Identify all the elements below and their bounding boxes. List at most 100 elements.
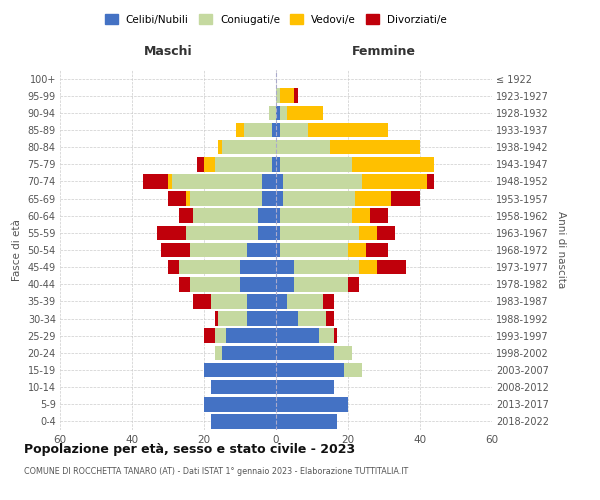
Bar <box>294 88 298 103</box>
Bar <box>215 157 272 172</box>
Bar <box>276 328 319 343</box>
Bar <box>262 174 276 188</box>
Bar <box>276 362 344 378</box>
Bar <box>276 88 280 103</box>
Bar <box>283 192 355 206</box>
Bar <box>269 106 276 120</box>
Bar <box>276 346 334 360</box>
Bar <box>362 174 427 188</box>
Bar <box>204 362 276 378</box>
Bar <box>276 312 298 326</box>
Bar <box>190 192 262 206</box>
Bar <box>276 242 280 258</box>
Bar <box>247 312 276 326</box>
Bar <box>276 294 287 308</box>
Bar <box>247 242 276 258</box>
Bar <box>348 277 359 291</box>
Bar <box>179 260 240 274</box>
Y-axis label: Fasce di età: Fasce di età <box>12 219 22 281</box>
Bar <box>280 88 294 103</box>
Bar <box>280 106 287 120</box>
Bar <box>272 157 276 172</box>
Bar <box>204 157 215 172</box>
Bar <box>334 346 352 360</box>
Bar <box>157 226 186 240</box>
Bar <box>193 294 211 308</box>
Text: Popolazione per età, sesso e stato civile - 2023: Popolazione per età, sesso e stato civil… <box>24 442 355 456</box>
Bar <box>258 226 276 240</box>
Bar <box>283 174 362 188</box>
Bar <box>276 174 283 188</box>
Bar <box>359 260 377 274</box>
Bar <box>276 397 348 411</box>
Bar <box>218 312 247 326</box>
Bar <box>352 157 434 172</box>
Bar <box>377 260 406 274</box>
Bar <box>366 242 388 258</box>
Bar <box>211 414 276 428</box>
Bar <box>280 122 308 138</box>
Bar <box>319 328 334 343</box>
Y-axis label: Anni di nascita: Anni di nascita <box>556 212 566 288</box>
Bar <box>276 106 280 120</box>
Bar <box>294 277 348 291</box>
Bar <box>294 260 359 274</box>
Bar <box>308 122 388 138</box>
Bar <box>168 174 172 188</box>
Bar <box>276 140 330 154</box>
Bar <box>272 122 276 138</box>
Bar <box>280 208 352 223</box>
Bar <box>276 260 294 274</box>
Bar <box>226 328 276 343</box>
Bar <box>204 397 276 411</box>
Text: Maschi: Maschi <box>143 45 193 58</box>
Bar <box>276 122 280 138</box>
Bar <box>190 242 247 258</box>
Bar <box>370 208 388 223</box>
Bar <box>262 192 276 206</box>
Bar <box>172 174 262 188</box>
Bar <box>276 226 280 240</box>
Bar <box>190 277 240 291</box>
Text: COMUNE DI ROCCHETTA TANARO (AT) - Dati ISTAT 1° gennaio 2023 - Elaborazione TUTT: COMUNE DI ROCCHETTA TANARO (AT) - Dati I… <box>24 468 408 476</box>
Bar <box>215 346 222 360</box>
Bar <box>330 140 420 154</box>
Bar <box>276 192 283 206</box>
Text: Femmine: Femmine <box>352 45 416 58</box>
Bar <box>193 208 258 223</box>
Bar <box>287 294 323 308</box>
Bar <box>287 106 323 120</box>
Bar <box>377 226 395 240</box>
Bar <box>298 312 326 326</box>
Bar <box>334 328 337 343</box>
Bar <box>218 140 222 154</box>
Bar <box>215 312 218 326</box>
Legend: Celibi/Nubili, Coniugati/e, Vedovi/e, Divorziati/e: Celibi/Nubili, Coniugati/e, Vedovi/e, Di… <box>101 10 451 29</box>
Bar <box>236 122 244 138</box>
Bar <box>186 192 190 206</box>
Bar <box>222 140 276 154</box>
Bar <box>280 157 352 172</box>
Bar <box>276 380 334 394</box>
Bar <box>240 277 276 291</box>
Bar <box>276 208 280 223</box>
Bar <box>280 226 359 240</box>
Bar <box>348 242 366 258</box>
Bar <box>179 208 193 223</box>
Bar <box>186 226 258 240</box>
Bar <box>258 208 276 223</box>
Bar <box>222 346 276 360</box>
Bar <box>326 312 334 326</box>
Bar <box>211 380 276 394</box>
Bar <box>355 192 391 206</box>
Bar <box>359 226 377 240</box>
Bar <box>276 277 294 291</box>
Bar <box>179 277 190 291</box>
Bar <box>204 328 215 343</box>
Bar <box>427 174 434 188</box>
Bar <box>168 192 186 206</box>
Bar <box>276 157 280 172</box>
Bar <box>323 294 334 308</box>
Bar <box>240 260 276 274</box>
Bar <box>143 174 168 188</box>
